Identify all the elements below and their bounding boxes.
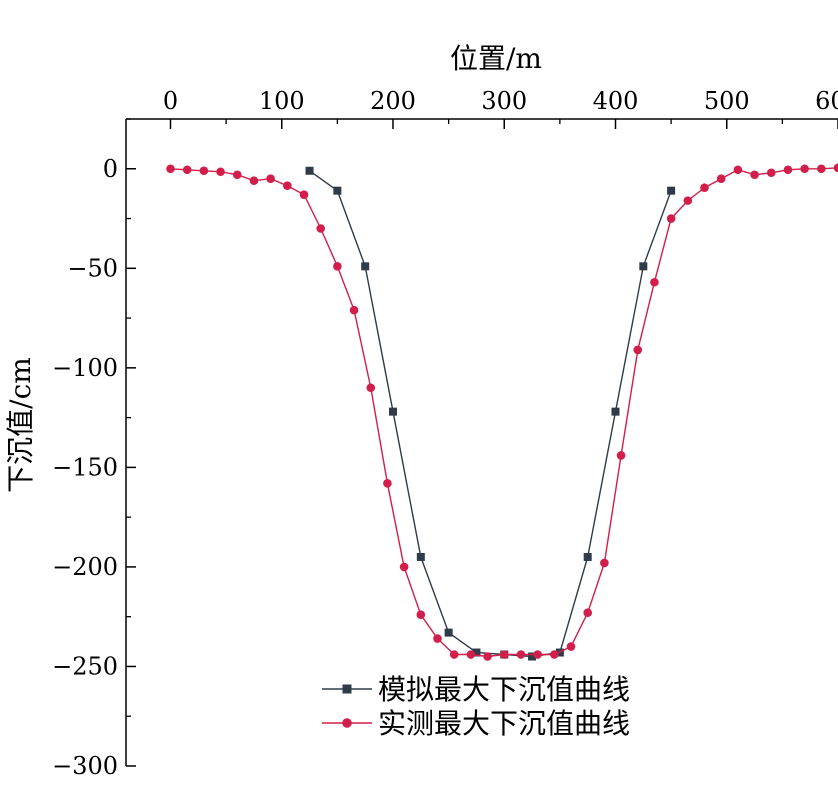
data-point-measured bbox=[583, 608, 592, 618]
legend-marker-simulated bbox=[342, 684, 352, 694]
data-point-measured bbox=[399, 562, 409, 572]
y-tick-label: 0 bbox=[103, 155, 118, 183]
data-point-measured bbox=[449, 650, 459, 659]
data-point-measured bbox=[166, 164, 175, 174]
data-point-simulated bbox=[416, 552, 425, 561]
x-axis-title: 位置/m bbox=[450, 42, 542, 75]
data-point-measured bbox=[716, 174, 726, 184]
data-point-simulated bbox=[305, 166, 314, 175]
x-tick-label: 600 bbox=[815, 87, 838, 115]
data-point-measured bbox=[516, 650, 526, 659]
data-point-simulated bbox=[611, 407, 620, 416]
data-point-measured bbox=[182, 165, 192, 175]
data-point-measured bbox=[533, 650, 542, 659]
data-point-measured bbox=[650, 277, 659, 287]
data-point-measured bbox=[633, 345, 643, 355]
data-point-measured bbox=[416, 610, 426, 620]
legend-marker-measured bbox=[342, 718, 352, 728]
data-point-measured bbox=[750, 170, 759, 180]
y-tick-label: −250 bbox=[52, 652, 118, 680]
data-point-simulated bbox=[389, 407, 397, 416]
data-point-measured bbox=[299, 190, 309, 199]
y-tick-label: −50 bbox=[67, 254, 118, 282]
data-point-measured bbox=[466, 650, 476, 659]
data-point-measured bbox=[249, 176, 259, 186]
legend: 模拟最大下沉值曲线 实测最大下沉值曲线 bbox=[322, 673, 630, 740]
y-tick-label: −100 bbox=[52, 354, 118, 382]
data-point-measured bbox=[316, 224, 325, 233]
data-point-simulated bbox=[333, 186, 342, 195]
data-point-measured bbox=[383, 479, 392, 488]
data-point-measured bbox=[499, 650, 509, 659]
series-line-1 bbox=[170, 167, 838, 658]
data-point-measured bbox=[833, 163, 838, 173]
data-point-measured bbox=[483, 652, 492, 661]
legend-label-simulated: 模拟最大下沉值曲线 bbox=[378, 673, 630, 706]
data-point-simulated bbox=[528, 652, 537, 661]
axes bbox=[125, 118, 838, 766]
data-point-measured bbox=[232, 170, 242, 180]
data-point-measured bbox=[366, 383, 376, 393]
data-point-measured bbox=[333, 262, 342, 271]
data-point-measured bbox=[800, 164, 809, 174]
data-point-simulated bbox=[472, 648, 481, 657]
y-tick-label: −300 bbox=[52, 752, 118, 780]
data-point-measured bbox=[266, 174, 275, 184]
x-tick-label: 100 bbox=[259, 87, 305, 115]
data-point-measured bbox=[433, 634, 442, 643]
data-point-measured bbox=[766, 168, 776, 178]
series-layer bbox=[166, 163, 838, 661]
data-point-simulated bbox=[361, 262, 370, 271]
data-point-simulated bbox=[444, 628, 453, 637]
data-point-simulated bbox=[667, 186, 676, 195]
legend-label-measured: 实测最大下沉值曲线 bbox=[378, 707, 630, 740]
y-tick-label: −200 bbox=[52, 553, 118, 581]
y-tick-label: −150 bbox=[52, 453, 118, 481]
x-tick-label: 400 bbox=[593, 87, 639, 115]
data-point-measured bbox=[683, 196, 693, 205]
data-point-measured bbox=[550, 650, 559, 659]
x-tick-label: 300 bbox=[481, 87, 527, 115]
data-point-measured bbox=[783, 165, 793, 175]
data-point-measured bbox=[733, 165, 743, 175]
data-point-measured bbox=[283, 181, 292, 190]
data-point-measured bbox=[666, 214, 676, 223]
x-tick-label: 0 bbox=[163, 87, 178, 115]
data-point-measured bbox=[700, 183, 709, 192]
data-point-measured bbox=[349, 305, 359, 315]
data-point-simulated bbox=[583, 552, 592, 561]
y-axis-title: 下沉值/cm bbox=[4, 357, 37, 493]
tick-marks bbox=[126, 118, 838, 767]
tick-labels: 0 100 200 300 400 500 600 0 −50 −100 −150 −200 −250 −… bbox=[52, 87, 838, 780]
data-point-measured bbox=[216, 167, 225, 177]
x-tick-label: 500 bbox=[704, 87, 750, 115]
data-point-measured bbox=[199, 166, 209, 176]
data-point-simulated bbox=[639, 262, 648, 271]
data-point-measured bbox=[566, 642, 576, 651]
data-point-measured bbox=[817, 164, 826, 174]
x-tick-label: 200 bbox=[370, 87, 416, 115]
data-point-measured bbox=[616, 451, 626, 460]
data-point-measured bbox=[600, 558, 609, 568]
